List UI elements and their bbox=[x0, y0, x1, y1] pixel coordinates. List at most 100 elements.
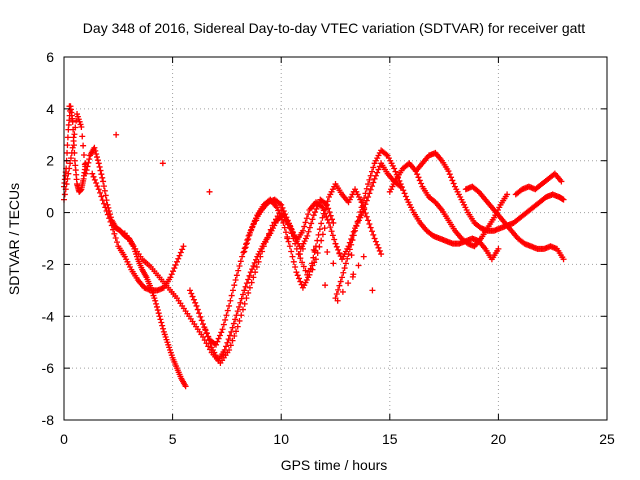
data-point bbox=[250, 221, 257, 228]
data-point bbox=[246, 272, 253, 279]
data-point bbox=[186, 287, 193, 294]
data-point bbox=[355, 213, 362, 220]
data-point bbox=[246, 284, 253, 291]
data-point bbox=[336, 282, 343, 289]
data-point bbox=[207, 340, 214, 347]
data-point bbox=[374, 169, 381, 176]
data-point bbox=[450, 180, 457, 187]
data-point bbox=[340, 269, 347, 276]
data-point bbox=[278, 201, 285, 208]
data-point bbox=[228, 328, 235, 335]
data-point bbox=[153, 300, 160, 307]
data-point bbox=[155, 310, 162, 317]
data-point bbox=[320, 210, 327, 217]
data-point bbox=[157, 316, 164, 323]
data-point bbox=[342, 260, 349, 267]
data-point bbox=[173, 258, 180, 265]
data-point bbox=[225, 336, 232, 343]
data-point bbox=[360, 253, 367, 260]
data-point bbox=[306, 224, 313, 231]
data-point bbox=[243, 240, 250, 247]
y-tick-label: 6 bbox=[46, 49, 54, 65]
data-point bbox=[228, 292, 235, 299]
data-point bbox=[279, 216, 286, 223]
data-point bbox=[285, 238, 292, 245]
data-point bbox=[159, 322, 166, 329]
data-point bbox=[504, 191, 511, 198]
data-point bbox=[245, 236, 252, 243]
data-point bbox=[154, 307, 161, 314]
data-point bbox=[357, 209, 364, 216]
data-point bbox=[70, 134, 77, 141]
x-tick-label: 10 bbox=[273, 431, 289, 447]
data-point bbox=[391, 165, 398, 172]
data-point bbox=[363, 185, 370, 192]
data-point bbox=[93, 180, 100, 187]
data-point bbox=[376, 247, 383, 254]
data-point bbox=[368, 228, 375, 235]
data-point bbox=[392, 168, 399, 175]
data-point bbox=[234, 308, 241, 315]
data-point bbox=[322, 282, 329, 289]
data-point bbox=[418, 180, 425, 187]
data-point bbox=[368, 183, 375, 190]
data-point bbox=[241, 287, 248, 294]
data-point bbox=[190, 296, 197, 303]
data-point bbox=[310, 254, 317, 261]
data-point bbox=[345, 251, 352, 258]
data-point bbox=[226, 302, 233, 309]
data-point bbox=[318, 220, 325, 227]
data-point bbox=[402, 193, 409, 200]
data-point bbox=[219, 326, 226, 333]
data-point bbox=[103, 208, 110, 215]
data-point bbox=[302, 267, 309, 274]
data-point bbox=[213, 341, 220, 348]
chart-title: Day 348 of 2016, Sidereal Day-to-day VTE… bbox=[83, 20, 586, 36]
data-point bbox=[100, 183, 107, 190]
data-point bbox=[370, 231, 377, 238]
data-point bbox=[327, 212, 334, 219]
data-point bbox=[67, 160, 74, 167]
y-axis-label: SDTVAR / TECUs bbox=[6, 183, 22, 295]
data-point bbox=[288, 225, 295, 232]
y-tick-label: -2 bbox=[42, 256, 55, 272]
data-point bbox=[179, 246, 186, 253]
plot-frame bbox=[63, 56, 608, 421]
data-point bbox=[367, 186, 374, 193]
data-point bbox=[398, 184, 405, 191]
data-point bbox=[339, 274, 346, 281]
data-point bbox=[331, 236, 338, 243]
data-point bbox=[372, 172, 379, 179]
data-point bbox=[305, 228, 312, 235]
data-point bbox=[341, 265, 348, 272]
x-tick-label: 25 bbox=[599, 431, 615, 447]
y-tick-label: -6 bbox=[42, 360, 55, 376]
data-point bbox=[64, 149, 71, 156]
data-point bbox=[359, 199, 366, 206]
data-point bbox=[286, 243, 293, 250]
data-point bbox=[239, 253, 246, 260]
data-point bbox=[242, 283, 249, 290]
data-point bbox=[247, 269, 254, 276]
data-point bbox=[271, 219, 278, 226]
data-point bbox=[251, 259, 258, 266]
data-point bbox=[222, 316, 229, 323]
data-point bbox=[330, 260, 337, 267]
data-point bbox=[300, 263, 307, 270]
data-point bbox=[369, 287, 376, 294]
data-point bbox=[370, 164, 377, 171]
data-point bbox=[238, 295, 245, 302]
data-point bbox=[372, 238, 379, 245]
data-point bbox=[250, 262, 257, 269]
data-point bbox=[232, 316, 239, 323]
data-point bbox=[233, 272, 240, 279]
data-point bbox=[152, 297, 159, 304]
data-point bbox=[277, 213, 284, 220]
data-point bbox=[107, 218, 114, 225]
data-point bbox=[91, 144, 98, 151]
data-point bbox=[358, 204, 365, 211]
data-point bbox=[221, 346, 228, 353]
data-point bbox=[230, 320, 237, 327]
y-tick-label: 2 bbox=[46, 153, 54, 169]
x-tick-label: 5 bbox=[169, 431, 177, 447]
